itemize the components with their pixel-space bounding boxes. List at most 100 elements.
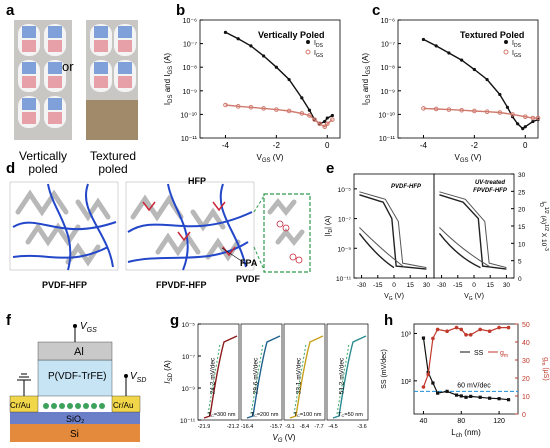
data-point-gm: [506, 325, 511, 330]
y-tick-label: 10⁻⁸: [183, 65, 197, 72]
data-point-igs: [261, 106, 266, 111]
id-sqrt-curve-return: [359, 227, 406, 268]
y-tick-label: 10⁻⁷: [338, 217, 352, 224]
data-point-ids: [447, 51, 451, 55]
panel-label-a: a: [6, 2, 15, 19]
x-axis-label-left: VG (V): [384, 293, 404, 302]
x-tick-label: 15: [407, 282, 415, 289]
legend-label-ids: IDS: [314, 40, 324, 49]
al-layer-label: Al: [74, 346, 84, 358]
x-tick-label: -2: [471, 141, 479, 150]
x-tick-label: -9.1: [285, 424, 294, 430]
y-tick-label: 10⁻⁶: [183, 18, 197, 25]
electrode-bottom: [94, 76, 108, 88]
subplot-frame: [197, 323, 240, 421]
electrode-bottom: [48, 112, 62, 124]
id-log-curve: [439, 194, 507, 270]
data-point-ids: [307, 108, 312, 112]
data-point-ids: [287, 77, 291, 82]
data-point-ids: [516, 122, 520, 126]
data-point-gm: [464, 333, 468, 337]
plot-frame: [199, 19, 341, 139]
fpvdf-hfp-label: FPVDF-HFP: [156, 280, 207, 290]
y2-axis-label: ID1/2 (A)1/2 X 10-3: [538, 201, 549, 251]
data-point-igs: [472, 108, 477, 114]
data-point-igs: [299, 111, 305, 116]
data-point-igs: [510, 112, 515, 117]
data-point-gm: [435, 327, 440, 332]
data-point-igs: [530, 115, 536, 121]
y-tick-label: 10⁻¹¹: [180, 418, 196, 425]
vertically-poled-caption: Vertically poled: [18, 149, 68, 176]
x-tick-label: 0: [392, 282, 396, 289]
id-sqrt-curve: [438, 233, 481, 269]
x-tick-label: -15: [453, 282, 463, 289]
y-axis-label: |ID| (A): [325, 216, 334, 237]
subthreshold-curve: [289, 335, 324, 419]
data-point-ss: [431, 381, 435, 385]
y-tick-label: 10⁻⁹: [182, 386, 196, 393]
x-tick-label: -30: [437, 282, 447, 289]
data-point-ss: [454, 393, 459, 397]
y2-tick-label: 20: [522, 376, 530, 383]
data-point-ids: [460, 58, 464, 62]
electrode-bottom: [22, 76, 36, 88]
legend-label-ids: IDS: [512, 40, 522, 49]
data-point-igs: [324, 121, 330, 127]
data-point-gm: [445, 329, 449, 333]
y2-tick-label: 5: [518, 259, 522, 266]
subthreshold-curve: [246, 335, 281, 419]
subthreshold-curve: [332, 335, 367, 419]
x-tick-label: 0: [472, 282, 476, 289]
data-point-igs: [446, 107, 452, 112]
y2-tick-label: 10: [518, 241, 526, 248]
panel-label-e: e: [326, 160, 335, 177]
label-pvdf-hfp: PVDF-HFP: [391, 184, 422, 190]
series-line-igs: [225, 104, 333, 128]
data-point-ids: [521, 127, 525, 131]
chart-textured-poled: -4 -2 0 10⁻¹¹ 10⁻¹⁰ 10⁻⁹ 10⁻⁸ 10⁻⁷ 10⁻⁶ VGS (V) ID…: [361, 18, 541, 164]
series-line-ss: [422, 338, 509, 401]
data-point-ids: [274, 65, 278, 69]
series-line-igs: [423, 107, 538, 119]
x-tick-label: 30: [423, 282, 431, 289]
electrode-bottom: [118, 76, 132, 88]
data-point-igs: [459, 107, 464, 113]
chart-transfer-curves: -30 -15 0 15 30 -30 -15 0 15 30 10⁻¹¹ 10⁻⁹ 10⁻⁷ 10⁻⁵ 0…: [325, 172, 549, 302]
electrode-bottom: [94, 40, 108, 52]
id-log-curve-return: [359, 191, 427, 269]
electrode-bottom: [22, 112, 36, 124]
legend-marker-ids: [306, 40, 310, 44]
id-log-curve-return: [439, 191, 507, 269]
x-tick-label: 30: [503, 282, 511, 289]
legend-label-ss: SS: [474, 350, 484, 357]
x-tick-label: -15: [373, 282, 383, 289]
data-point-igs: [312, 117, 317, 122]
x-axis-label: VGS (V): [257, 153, 284, 164]
panel-label-g: g: [170, 312, 180, 329]
data-point-ss: [497, 397, 501, 401]
ss-value-label: 51.2 mV/dec: [339, 357, 346, 394]
data-point-gm: [459, 327, 464, 332]
y-tick-label: 10⁻¹¹: [379, 136, 396, 143]
y-tick-label: 10⁻⁹: [338, 246, 352, 253]
plot-frame: [397, 19, 539, 139]
y-axis-label: ISD (A): [163, 360, 174, 384]
x-tick-label: -7.7: [314, 424, 323, 430]
x-tick-label: -8.4: [300, 424, 309, 430]
y2-tick-label: 0: [522, 412, 526, 419]
data-point-igs: [433, 106, 439, 112]
data-point-igs: [421, 106, 426, 111]
y-tick-label: 10⁻⁹: [381, 89, 395, 96]
data-point-igs: [535, 115, 541, 121]
subplot-frame: [240, 323, 283, 421]
textured-poled-caption: Textured poled: [89, 149, 137, 176]
data-point-igs: [286, 108, 292, 114]
x-tick-label: 40: [420, 418, 428, 425]
x-tick-label: -3.6: [357, 424, 366, 430]
data-point-ss: [478, 395, 482, 399]
y-tick-label: 10⁻⁷: [182, 354, 196, 361]
data-point-igs: [497, 110, 503, 115]
legend-marker-igs: [305, 49, 311, 55]
y-tick-label: 10²: [401, 379, 412, 386]
